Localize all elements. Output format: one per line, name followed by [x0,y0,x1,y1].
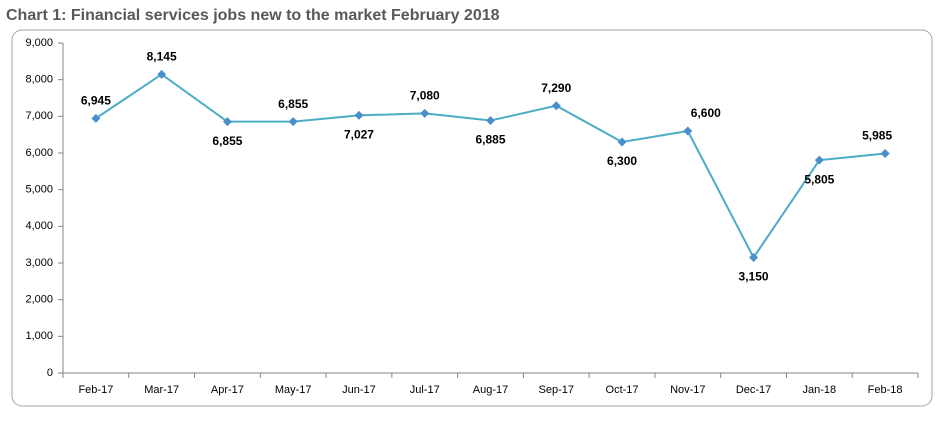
x-tick-label: Jan-18 [803,384,837,396]
x-tick-label: May-17 [275,384,312,396]
y-tick-label: 5,000 [25,184,53,196]
y-tick-label: 8,000 [25,74,53,86]
data-marker [749,253,759,262]
data-label: 3,150 [739,270,769,284]
data-label: 6,855 [212,134,242,148]
data-marker [814,155,824,165]
data-marker [420,108,430,118]
data-marker [354,110,364,120]
data-label: 6,600 [691,106,721,120]
data-marker [880,149,890,159]
x-tick-label: Feb-18 [868,384,903,396]
chart-title: Chart 1: Financial services jobs new to … [6,7,500,24]
x-tick-label: Aug-17 [473,384,508,396]
data-marker [683,126,693,136]
data-label: 6,300 [607,154,637,168]
y-tick-label: 2,000 [25,294,53,306]
data-line [95,73,886,260]
data-marker [486,116,495,126]
x-tick-label: Jul-17 [410,384,440,396]
y-tick-label: 1,000 [25,330,53,342]
data-marker [617,137,627,147]
chart-frame [11,29,933,407]
x-tick-label: Mar-17 [144,384,179,396]
y-tick-label: 4,000 [25,220,53,232]
data-label: 6,945 [81,94,111,108]
x-tick-label: Sep-17 [539,384,574,396]
data-label: 5,985 [862,129,892,143]
data-marker [91,113,101,123]
y-tick-label: 3,000 [25,257,53,269]
data-label: 7,080 [410,89,440,103]
data-marker [157,69,167,79]
data-label: 6,885 [475,133,505,147]
x-tick-label: Feb-17 [78,384,113,396]
data-label: 7,290 [541,81,571,95]
x-tick-label: Oct-17 [606,384,639,396]
data-label: 6,855 [278,97,308,111]
data-label: 5,805 [804,172,834,186]
data-label: 7,027 [344,128,374,142]
x-tick-label: Dec-17 [736,384,771,396]
y-tick-label: 9,000 [25,37,53,49]
data-label: 8,145 [147,50,177,64]
data-marker [551,101,561,111]
data-marker [288,117,298,127]
data-marker [222,117,232,127]
y-tick-label: 7,000 [25,110,53,122]
x-tick-label: Apr-17 [211,384,244,396]
y-tick-label: 6,000 [25,147,53,159]
x-tick-label: Jun-17 [342,384,376,396]
x-tick-label: Nov-17 [670,384,705,396]
y-tick-label: 0 [47,367,53,379]
